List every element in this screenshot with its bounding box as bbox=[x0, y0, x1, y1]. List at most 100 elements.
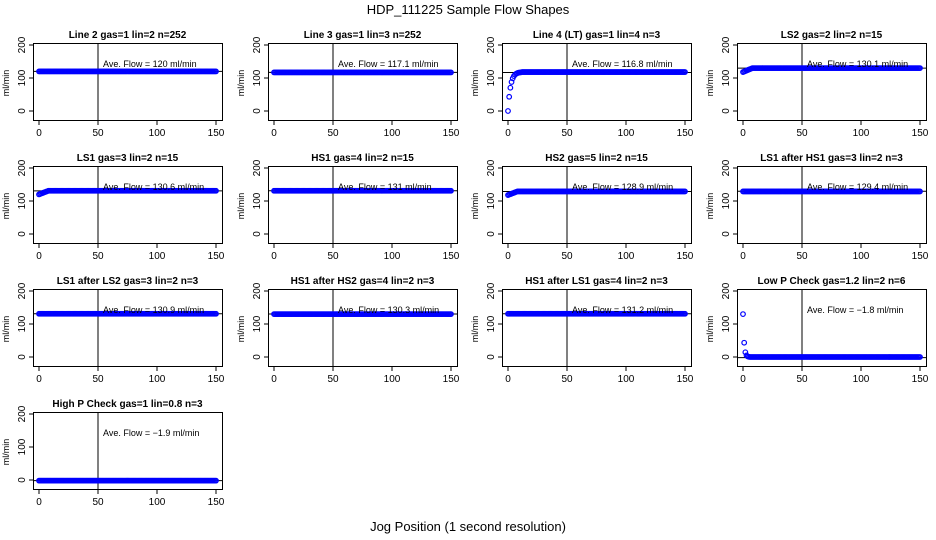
average-flow-annotation: Ave. Flow = 130.6 ml/min bbox=[103, 182, 204, 192]
x-tick-label: 50 bbox=[796, 251, 808, 262]
x-tick-label: 150 bbox=[677, 251, 694, 262]
y-tick-label: 0 bbox=[721, 231, 732, 237]
data-point bbox=[213, 187, 219, 194]
x-tick-label: 100 bbox=[384, 251, 401, 262]
panel: HS1 gas=4 lin=2 n=15 0 50 100 150 0 100 200 ml/m… bbox=[236, 153, 460, 262]
y-axis-label: ml/min bbox=[1, 439, 11, 466]
data-point bbox=[682, 310, 688, 317]
x-tick-label: 50 bbox=[92, 374, 104, 385]
x-tick-label: 0 bbox=[271, 128, 277, 139]
x-tick-label: 100 bbox=[618, 251, 635, 262]
y-tick-label: 100 bbox=[17, 69, 28, 86]
average-flow-annotation: Ave. Flow = 129.4 ml/min bbox=[807, 182, 908, 192]
y-axis-label: ml/min bbox=[470, 316, 480, 343]
y-tick-label: 100 bbox=[486, 192, 497, 209]
data-point bbox=[505, 108, 511, 114]
panel-title: HS1 gas=4 lin=2 n=15 bbox=[311, 153, 414, 164]
data-point bbox=[448, 187, 454, 194]
y-tick-label: 0 bbox=[17, 354, 28, 360]
panel: LS2 gas=2 lin=2 n=15 0 50 100 150 0 100 200 ml/m… bbox=[705, 30, 929, 139]
panel-title: LS1 gas=3 lin=2 n=15 bbox=[77, 153, 179, 164]
x-tick-label: 50 bbox=[92, 128, 104, 139]
y-axis-label: ml/min bbox=[1, 70, 11, 97]
panel: LS1 after HS1 gas=3 lin=2 n=3 0 50 100 150 0 1… bbox=[705, 153, 929, 262]
y-tick-label: 200 bbox=[721, 282, 732, 299]
panel-title: Low P Check gas=1.2 lin=2 n=6 bbox=[758, 276, 906, 287]
panel-frame bbox=[33, 43, 223, 121]
figure-title: HDP_111225 Sample Flow Shapes bbox=[366, 2, 570, 17]
average-flow-annotation: Ave. Flow = 131.2 ml/min bbox=[572, 305, 673, 315]
data-point bbox=[917, 65, 923, 71]
panel-frame bbox=[502, 166, 692, 244]
data-point bbox=[741, 339, 748, 346]
x-tick-label: 100 bbox=[149, 251, 166, 262]
data-point bbox=[213, 477, 219, 484]
panel: HS1 after HS2 gas=4 lin=2 n=3 0 50 100 150 0 1… bbox=[236, 276, 460, 385]
x-tick-label: 0 bbox=[36, 374, 42, 385]
x-tick-label: 100 bbox=[853, 374, 870, 385]
y-tick-label: 100 bbox=[252, 69, 263, 86]
x-tick-label: 0 bbox=[36, 251, 42, 262]
data-point bbox=[213, 310, 219, 317]
x-tick-label: 50 bbox=[327, 128, 339, 139]
panel: Line 4 (LT) gas=1 lin=4 n=3 0 50 100 150 0 100… bbox=[470, 30, 694, 139]
y-tick-label: 100 bbox=[17, 192, 28, 209]
panel-title: HS2 gas=5 lin=2 n=15 bbox=[545, 153, 648, 164]
panel-frame bbox=[737, 289, 927, 367]
y-axis-label: ml/min bbox=[236, 70, 246, 97]
data-point bbox=[917, 188, 923, 195]
panel-title: Line 2 gas=1 lin=2 n=252 bbox=[69, 30, 187, 41]
panel-title: LS1 after HS1 gas=3 lin=2 n=3 bbox=[760, 153, 903, 164]
panel: Line 2 gas=1 lin=2 n=252 0 50 100 150 0 100 200… bbox=[1, 30, 225, 139]
data-point bbox=[506, 93, 513, 100]
data-point bbox=[742, 349, 749, 356]
panel: LS1 after LS2 gas=3 lin=2 n=3 0 50 100 150 0 1… bbox=[1, 276, 225, 385]
panel-title: Line 3 gas=1 lin=3 n=252 bbox=[304, 30, 422, 41]
y-tick-label: 200 bbox=[486, 282, 497, 299]
y-tick-label: 100 bbox=[17, 315, 28, 332]
x-tick-label: 150 bbox=[208, 374, 225, 385]
data-point bbox=[508, 79, 515, 85]
x-tick-label: 0 bbox=[505, 128, 511, 139]
y-tick-label: 0 bbox=[17, 477, 28, 483]
panel: High P Check gas=1 lin=0.8 n=3 0 50 100 150 0… bbox=[1, 399, 225, 508]
x-tick-label: 150 bbox=[443, 251, 460, 262]
y-tick-label: 100 bbox=[721, 315, 732, 332]
x-tick-label: 100 bbox=[384, 128, 401, 139]
panel-frame bbox=[268, 289, 458, 367]
x-tick-label: 100 bbox=[149, 497, 166, 508]
y-axis-label: ml/min bbox=[236, 316, 246, 343]
x-axis-label: Jog Position (1 second resolution) bbox=[370, 519, 566, 534]
average-flow-annotation: Ave. Flow = 130.3 ml/min bbox=[338, 305, 439, 315]
data-point bbox=[213, 68, 219, 75]
x-tick-label: 150 bbox=[912, 251, 929, 262]
x-tick-label: 100 bbox=[618, 374, 635, 385]
y-tick-label: 0 bbox=[486, 108, 497, 114]
x-tick-label: 0 bbox=[740, 374, 746, 385]
x-tick-label: 100 bbox=[853, 251, 870, 262]
x-tick-label: 100 bbox=[618, 128, 635, 139]
x-tick-label: 50 bbox=[796, 128, 808, 139]
y-axis-label: ml/min bbox=[705, 193, 715, 220]
y-tick-label: 100 bbox=[486, 315, 497, 332]
y-tick-label: 200 bbox=[17, 159, 28, 176]
panel-title: LS1 after LS2 gas=3 lin=2 n=3 bbox=[57, 276, 199, 287]
y-axis-label: ml/min bbox=[705, 70, 715, 97]
y-tick-label: 200 bbox=[17, 282, 28, 299]
y-axis-label: ml/min bbox=[470, 193, 480, 220]
average-flow-annotation: Ave. Flow = 130.1 ml/min bbox=[807, 59, 908, 69]
x-tick-label: 150 bbox=[208, 128, 225, 139]
x-tick-label: 150 bbox=[912, 374, 929, 385]
y-tick-label: 100 bbox=[721, 192, 732, 209]
x-tick-label: 150 bbox=[912, 128, 929, 139]
x-tick-label: 50 bbox=[92, 251, 104, 262]
panel-title: LS2 gas=2 lin=2 n=15 bbox=[781, 30, 883, 41]
data-point bbox=[448, 311, 454, 318]
panel-frame bbox=[502, 289, 692, 367]
x-tick-label: 50 bbox=[327, 374, 339, 385]
average-flow-annotation: Ave. Flow = −1.9 ml/min bbox=[103, 428, 199, 438]
panel-title: HS1 after HS2 gas=4 lin=2 n=3 bbox=[291, 276, 435, 287]
x-tick-label: 0 bbox=[505, 251, 511, 262]
panel-title: Line 4 (LT) gas=1 lin=4 n=3 bbox=[533, 30, 661, 41]
